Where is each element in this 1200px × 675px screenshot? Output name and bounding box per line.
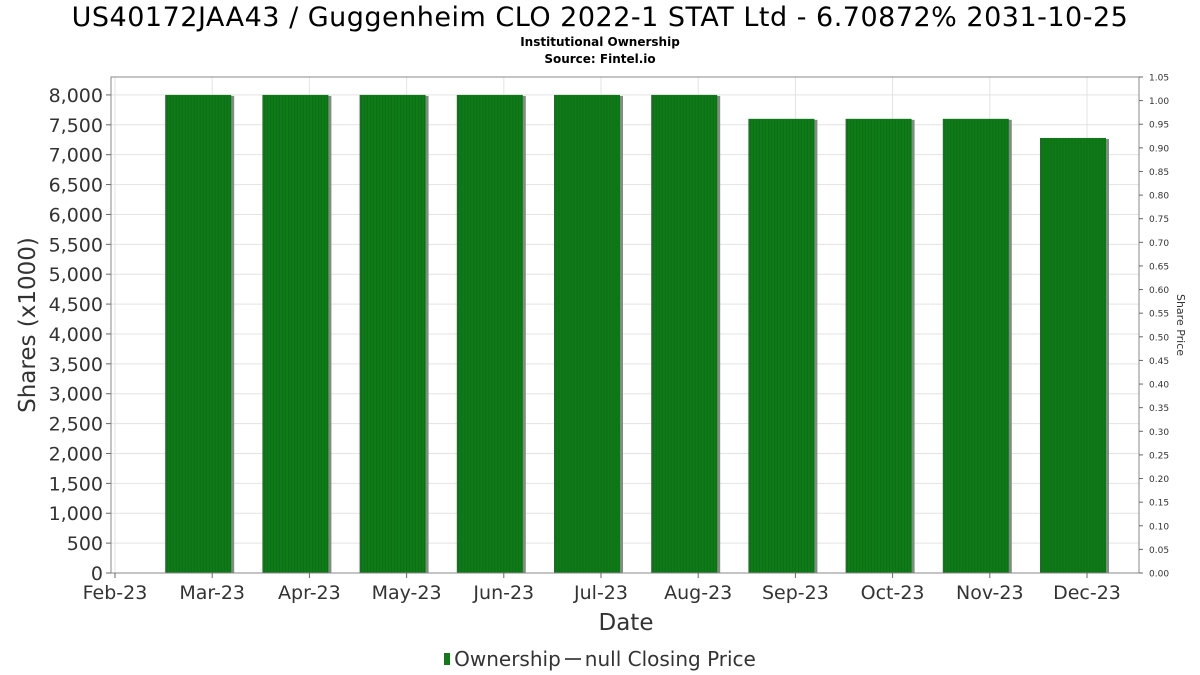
y2-tick-label: 0.15 [1149,499,1169,509]
y2-tick-label: 0.65 [1149,262,1169,272]
y2-tick-label: 0.35 [1149,404,1169,414]
y-tick-label: 3,000 [49,384,103,406]
y-tick-label: 3,500 [49,354,103,376]
y-tick-label: 7,000 [49,145,103,167]
y2-tick-label: 0.70 [1149,239,1169,249]
y2-tick-label: 0.00 [1149,570,1169,580]
x-tick-label: Nov-23 [956,582,1024,604]
x-axis-title: Date [599,610,654,636]
y-tick-label: 7,500 [49,115,103,137]
y-tick-label: 6,500 [49,175,103,197]
y-tick-label: 0 [91,563,103,585]
x-tick-label: Dec-23 [1053,582,1121,604]
x-tick-label: Sep-23 [762,582,829,604]
chart-legend: Ownership null Closing Price [0,647,1200,671]
y-tick-label: 1,500 [49,473,103,495]
y2-tick-label: 0.25 [1149,451,1169,461]
x-tick-label: Aug-23 [664,582,732,604]
legend-ownership-label: Ownership [454,647,561,671]
legend-ownership-swatch [444,653,451,665]
legend-price-line-swatch [564,658,581,660]
y2-tick-label: 0.10 [1149,522,1169,532]
x-tick-label: Apr-23 [278,582,341,604]
y-tick-label: 6,000 [49,204,103,226]
y2-tick-label: 0.30 [1149,428,1169,438]
y2-tick-label: 1.05 [1149,74,1169,84]
chart-subtitle-ownership: Institutional Ownership [520,35,680,49]
y2-tick-label: 0.95 [1149,121,1169,131]
y2-tick-label: 0.85 [1149,168,1169,178]
y-tick-label: 4,000 [49,324,103,346]
y-tick-label: 8,000 [49,85,103,107]
chart-title: US40172JAA43 / Guggenheim CLO 2022-1 STA… [71,2,1129,33]
y-tick-label: 5,000 [49,264,103,286]
y2-tick-label: 0.60 [1149,286,1169,296]
y-tick-label: 500 [67,533,103,555]
y2-tick-label: 0.05 [1149,546,1169,556]
y2-tick-label: 0.20 [1149,475,1169,485]
y2-tick-label: 0.40 [1149,381,1169,391]
y-tick-label: 2,500 [49,414,103,436]
y2-tick-label: 0.90 [1149,144,1169,154]
y-tick-label: 5,500 [49,234,103,256]
plot-border [110,76,1140,574]
y2-axis-title: Share Price [1174,294,1187,356]
y2-tick-label: 0.80 [1149,192,1169,202]
y2-tick-label: 0.45 [1149,357,1169,367]
x-tick-label: May-23 [372,582,442,604]
y2-tick-label: 0.55 [1149,310,1169,320]
y-axis-title: Shares (x1000) [15,237,41,413]
y-tick-label: 1,000 [49,503,103,525]
y2-tick-label: 1.00 [1149,97,1169,107]
y-tick-label: 4,500 [49,294,103,316]
x-tick-label: Feb-23 [83,582,148,604]
x-tick-label: Oct-23 [861,582,925,604]
x-tick-label: Jul-23 [573,582,628,604]
legend-price-label: null Closing Price [584,647,756,671]
y2-tick-label: 0.50 [1149,333,1169,343]
y-tick-label: 2,000 [49,443,103,465]
x-tick-label: Jun-23 [472,582,534,604]
x-tick-label: Mar-23 [179,582,245,604]
chart-subtitle-source: Source: Fintel.io [544,52,656,66]
y2-tick-label: 0.75 [1149,215,1169,225]
